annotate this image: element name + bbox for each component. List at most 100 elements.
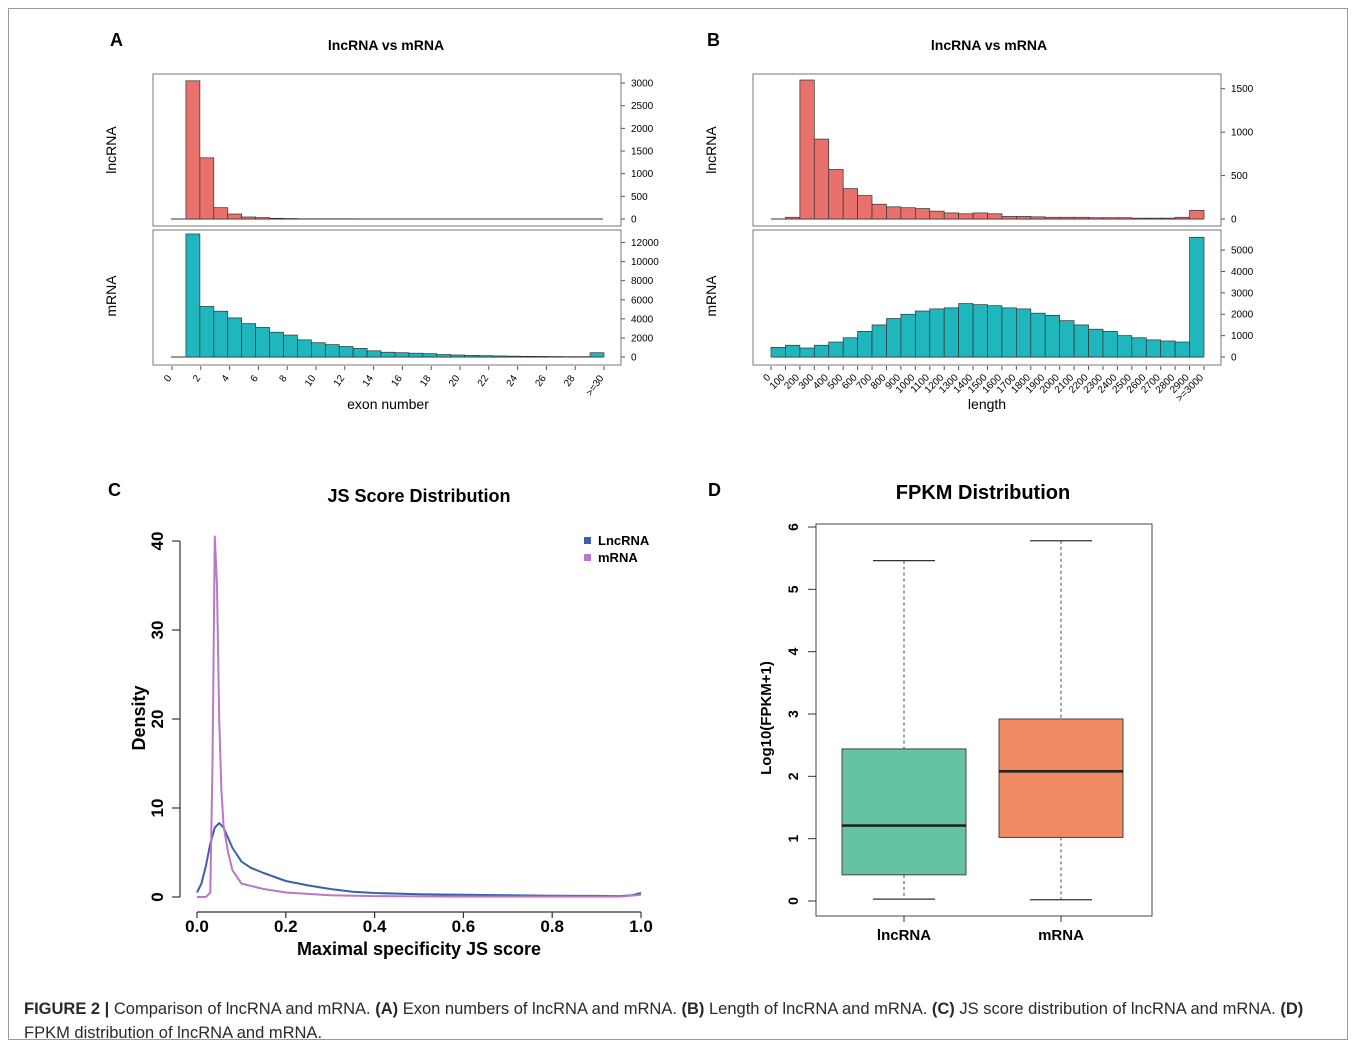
caption-text: Comparison of lncRNA and mRNA. (A) Exon … [24, 1000, 1303, 1042]
legend-swatch-mrna [584, 554, 591, 561]
figure-caption: FIGURE 2 | Comparison of lncRNA and mRNA… [24, 997, 1344, 1045]
panel-b-bar-1-11 [929, 308, 945, 358]
panel-b-row2-label: mRNA [703, 275, 719, 317]
panel-c-series-lncrna [196, 822, 642, 898]
panel-a-bar-1-3 [213, 310, 229, 358]
panel-b-ytick-label-0-0: 0 [1231, 215, 1237, 226]
panel-a-bar-1-2 [199, 306, 215, 358]
panel-a-xtick-label-12: 24 [505, 373, 521, 389]
panel-a-bar-1-9 [297, 339, 312, 358]
panel-b-bar-0-17 [1016, 216, 1032, 220]
panel-d-ytick-label-2: 2 [785, 772, 801, 780]
panel-b-bar-1-29 [1189, 236, 1205, 358]
panel-d-ytick-label-4: 4 [785, 648, 801, 656]
panel-a-bar-1-23 [492, 355, 507, 358]
panel-a-ytick-label-0-0: 0 [631, 215, 637, 226]
panel-b-bar-0-15 [987, 213, 1003, 220]
panel-a-ytick-label-1-6: 12000 [631, 238, 659, 249]
caption-part-7: (D) [1280, 1000, 1304, 1018]
panel-b-bar-1-16 [1001, 307, 1017, 358]
panel-a-bar-1-12 [338, 346, 354, 358]
panel-a-ytick-label-1-0: 0 [631, 353, 637, 364]
panel-c-title: JS Score Distribution [327, 486, 510, 506]
panel-c-xlabel: Maximal specificity JS score [297, 939, 541, 959]
panel-a-xtick-label-3: 6 [249, 373, 261, 384]
panel-a-ytick-label-0-4: 2000 [631, 124, 654, 135]
panel-d-ytick-label-0: 0 [785, 897, 801, 905]
panel-a-bar-0-5 [241, 216, 256, 220]
panel-c-series-mrna [197, 535, 642, 898]
panel-a-ytick-label-0-5: 2500 [631, 101, 654, 112]
panel-b-bar-0-11 [929, 210, 945, 220]
panel-b-bar-0-22 [1088, 217, 1104, 220]
panel-b-frame-1 [752, 229, 1222, 366]
panel-a-ytick-label-0-3: 1500 [631, 147, 654, 158]
panel-b-bar-1-20 [1059, 320, 1075, 358]
panel-a-ytick-label-0-1: 500 [631, 192, 648, 203]
panel-b-bar-0-3 [813, 138, 830, 220]
panel-a-bar-1-5 [241, 323, 256, 358]
panel-c-ytick-label-2: 20 [148, 710, 167, 729]
figure-canvas: A lncRNA vs mRNA lncRNA mRNA exon number… [103, 30, 1254, 959]
caption-part-4: Length of lncRNA and mRNA. [704, 1000, 932, 1018]
panel-a-bar-1-11 [324, 344, 340, 358]
panel-a-ytick-label-1-5: 10000 [631, 257, 659, 268]
panel-a-bar-1-24 [506, 355, 521, 358]
panel-d-xtick-label-lncrna: lncRNA [877, 927, 931, 944]
panel-a-bar-1-30 [589, 352, 605, 358]
panel-b-bar-1-25 [1131, 337, 1147, 358]
panel-b-bar-0-21 [1073, 216, 1089, 220]
panel-b-bar-0-24 [1117, 217, 1133, 220]
panel-d-ylabel: Log10(FPKM+1) [758, 661, 775, 775]
panel-b-bar-1-22 [1088, 328, 1104, 358]
panel-a-xtick-label-13: 26 [533, 373, 549, 389]
panel-b-bar-0-2 [799, 79, 815, 220]
panel-a-xtick-label-10: 20 [447, 373, 463, 389]
caption-figure-label: FIGURE 2 | [24, 1000, 110, 1018]
panel-c-ytick-label-4: 40 [148, 532, 167, 551]
caption-part-6: JS score distribution of lncRNA and mRNA… [954, 1000, 1281, 1018]
panel-b-bar-1-19 [1044, 314, 1061, 358]
panel-b-ytick-label-1-4: 4000 [1231, 267, 1254, 278]
panel-b-bar-0-5 [842, 188, 858, 220]
panel-a-bar-1-15 [380, 351, 396, 358]
panel-b: B lncRNA vs mRNA lncRNA mRNA length 0 500… [703, 30, 1254, 412]
panel-b-ytick-label-1-5: 5000 [1231, 246, 1254, 257]
panel-a-xtick-label-8: 16 [389, 373, 405, 389]
panel-b-bar-1-17 [1016, 308, 1032, 358]
panel-b-bar-0-12 [943, 212, 959, 220]
panel-a-bar-1-1 [185, 233, 201, 358]
panel-a-xtick-label-7: 14 [361, 373, 377, 389]
panel-a-bar-0-2 [199, 157, 215, 220]
panel-a-row2-label: mRNA [103, 275, 119, 317]
panel-c-ylabel: Density [129, 685, 149, 750]
panel-b-bar-0-4 [828, 169, 844, 220]
caption-part-8: FPKM distribution of lncRNA and mRNA. [24, 1024, 323, 1042]
panel-b-bar-1-9 [900, 313, 916, 358]
panel-b-ytick-label-1-2: 2000 [1231, 310, 1254, 321]
panel-b-ytick-label-1-0: 0 [1231, 353, 1237, 364]
panel-b-bar-0-10 [914, 208, 931, 220]
panel-a-frame-1 [152, 229, 622, 366]
panel-a-bar-0-6 [255, 217, 270, 220]
panel-a-bar-1-22 [478, 355, 493, 358]
panel-a-bar-1-13 [352, 348, 368, 358]
panel-a-xtick-label-14: 28 [562, 373, 578, 389]
panel-b-ytick-label-1-1: 1000 [1231, 331, 1254, 342]
panel-b-bar-0-27 [1160, 217, 1176, 220]
panel-b-row1-label: lncRNA [703, 126, 719, 174]
panel-a-ytick-label-0-6: 3000 [631, 79, 654, 90]
panel-b-ytick-label-0-3: 1500 [1231, 84, 1254, 95]
panel-a-xtick-label-6: 12 [332, 373, 348, 389]
panel-a-bar-0-4 [227, 213, 243, 220]
panel-a-xtick-label-11: 22 [476, 373, 492, 389]
panel-d-box-mrna [998, 718, 1124, 838]
panel-c: C JS Score Distribution Density Maximal … [108, 480, 653, 959]
panel-a-xlabel: exon number [347, 396, 429, 412]
panel-letter-d: D [708, 480, 721, 500]
caption-part-3: (B) [681, 1000, 705, 1018]
panel-a-xtick-label-2: 4 [220, 373, 232, 384]
panel-a-bar-1-16 [394, 352, 410, 358]
panel-a-bar-1-4 [227, 317, 243, 358]
legend-label-mrna: mRNA [598, 550, 638, 565]
